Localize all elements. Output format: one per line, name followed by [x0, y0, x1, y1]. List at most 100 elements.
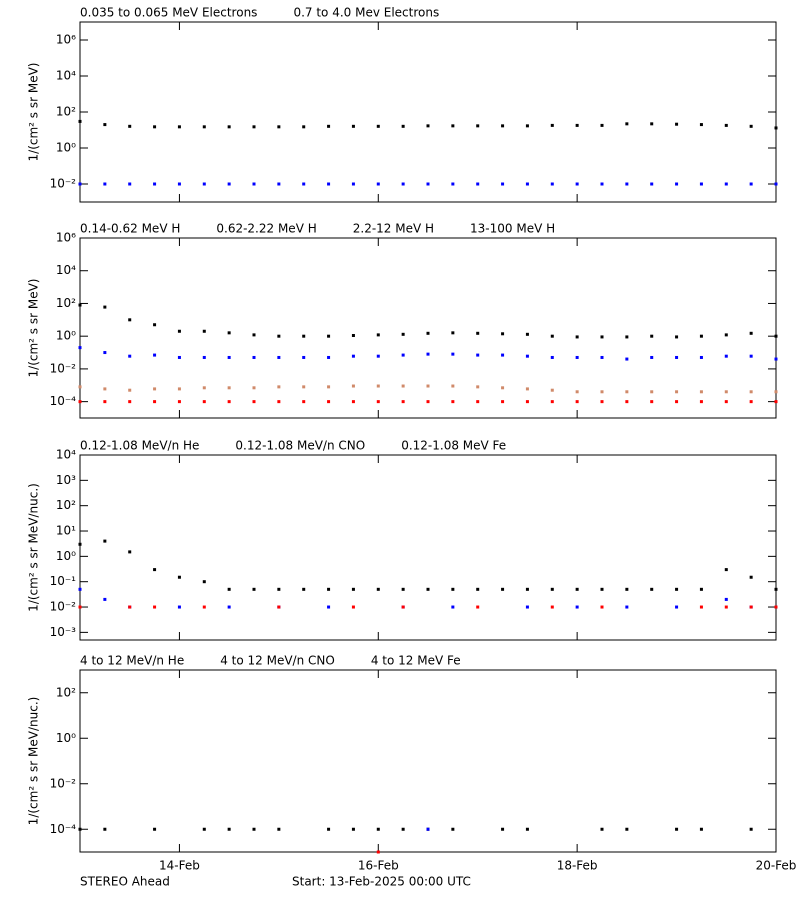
data-point	[650, 587, 654, 591]
data-point	[227, 125, 231, 129]
data-point	[625, 400, 629, 404]
data-point	[774, 357, 778, 361]
y-tick-label: 10²	[56, 685, 76, 699]
y-tick-label: 10⁰	[56, 731, 76, 745]
data-point	[153, 568, 157, 572]
data-point	[227, 331, 231, 335]
data-point	[376, 587, 380, 591]
data-point	[749, 354, 753, 358]
data-point	[774, 182, 778, 186]
plot-frame	[79, 237, 777, 419]
data-point	[376, 400, 380, 404]
y-tick-label: 10⁻⁴	[50, 394, 77, 408]
data-point	[724, 400, 728, 404]
data-point	[177, 400, 181, 404]
data-point	[153, 323, 157, 327]
data-point	[550, 334, 554, 338]
data-point	[351, 827, 355, 831]
data-point	[575, 605, 579, 609]
data-point	[252, 182, 256, 186]
data-point	[575, 390, 579, 394]
legend-label: 4 to 12 MeV/n CNO	[220, 654, 335, 668]
y-tick-label: 10⁻¹	[50, 574, 77, 588]
data-point	[426, 827, 430, 831]
data-point	[550, 605, 554, 609]
data-point	[600, 355, 604, 359]
y-tick-label: 10²	[56, 105, 76, 119]
y-tick-label: 10⁻²	[50, 600, 77, 614]
data-point	[202, 355, 206, 359]
data-point	[78, 346, 82, 350]
y-axis-label: 1/(cm² s sr MeV)	[27, 279, 41, 378]
data-point	[749, 827, 753, 831]
data-point	[78, 587, 82, 591]
data-point	[550, 400, 554, 404]
plot-frame	[79, 454, 777, 641]
y-tick-label: 10⁶	[56, 33, 76, 47]
data-point	[476, 124, 480, 128]
data-point	[501, 332, 505, 336]
data-point	[426, 182, 430, 186]
data-point	[327, 400, 331, 404]
data-point	[675, 587, 679, 591]
data-point	[252, 386, 256, 390]
data-point	[600, 335, 604, 339]
data-point	[153, 827, 157, 831]
data-point	[78, 385, 82, 389]
data-point	[575, 587, 579, 591]
data-point	[525, 124, 529, 128]
data-point	[600, 400, 604, 404]
data-point	[650, 390, 654, 394]
data-point	[451, 182, 455, 186]
data-point	[277, 605, 281, 609]
y-tick-label: 10⁰	[56, 329, 76, 343]
data-point	[525, 182, 529, 186]
data-point	[525, 332, 529, 336]
data-point	[227, 355, 231, 359]
data-point	[277, 125, 281, 129]
data-point	[327, 827, 331, 831]
data-point	[376, 384, 380, 388]
data-point	[525, 354, 529, 358]
data-point	[302, 587, 306, 591]
data-point	[451, 124, 455, 128]
data-point	[177, 387, 181, 391]
legend-label: 0.14-0.62 MeV H	[80, 222, 180, 236]
data-point	[451, 827, 455, 831]
data-point	[749, 331, 753, 335]
data-point	[401, 182, 405, 186]
data-point	[401, 400, 405, 404]
data-point	[252, 827, 256, 831]
plot-frame	[79, 669, 777, 853]
data-point	[202, 605, 206, 609]
data-point	[476, 353, 480, 357]
data-point	[351, 384, 355, 388]
data-point	[302, 182, 306, 186]
data-point	[476, 182, 480, 186]
data-point	[675, 605, 679, 609]
data-point	[550, 182, 554, 186]
data-point	[525, 387, 529, 391]
data-point	[327, 124, 331, 128]
data-point	[153, 387, 157, 391]
data-point	[153, 353, 157, 357]
data-point	[227, 386, 231, 390]
data-point	[650, 122, 654, 126]
data-point	[177, 355, 181, 359]
data-point	[351, 334, 355, 338]
data-point	[675, 355, 679, 359]
data-point	[401, 384, 405, 388]
legend-label: 0.12-1.08 MeV Fe	[401, 439, 506, 453]
data-point	[128, 605, 132, 609]
data-point	[153, 400, 157, 404]
data-point	[426, 384, 430, 388]
data-point	[252, 333, 256, 337]
data-point	[749, 124, 753, 128]
data-point	[78, 182, 82, 186]
data-point	[550, 388, 554, 392]
y-tick-label: 10⁻²	[50, 361, 77, 375]
data-point	[202, 125, 206, 129]
data-point	[277, 587, 281, 591]
data-point	[476, 605, 480, 609]
data-point	[103, 539, 107, 543]
